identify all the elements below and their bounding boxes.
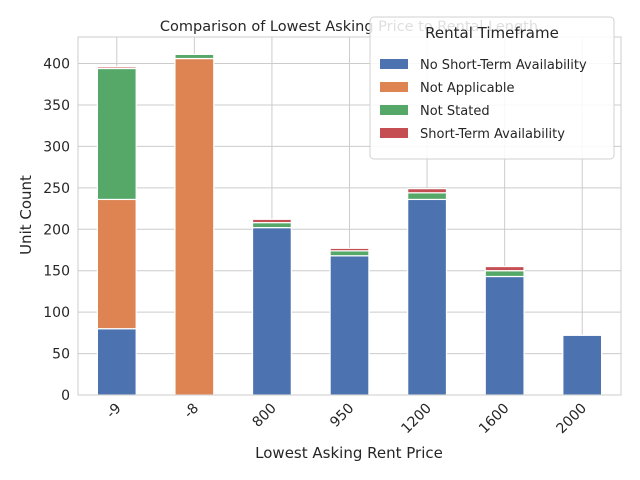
legend-swatch [380, 82, 408, 92]
y-tick-label: 150 [43, 264, 70, 280]
bar-segment [329, 255, 370, 396]
bar-segment [251, 227, 292, 396]
bar-segment [96, 328, 137, 396]
bar-segment [484, 270, 525, 278]
x-tick-label: 1600 [476, 401, 513, 438]
y-tick-label: 250 [43, 181, 70, 197]
legend-swatch [380, 128, 408, 138]
bar-segment [407, 188, 448, 194]
bar-segment [562, 334, 603, 396]
y-tick-label: 350 [43, 98, 70, 114]
legend-swatch [380, 105, 408, 115]
bar-segment [407, 198, 448, 396]
bar-segment [484, 275, 525, 396]
y-axis-label: Unit Count [17, 175, 35, 255]
bar-segment [484, 265, 525, 272]
y-tick-label: 200 [43, 222, 70, 238]
y-tick-label: 100 [43, 305, 70, 321]
bar-segment [251, 218, 292, 224]
x-tick-label: -9 [103, 401, 124, 422]
legend: Rental Timeframe No Short-Term Availabili… [369, 16, 615, 160]
x-tick-label: -8 [181, 401, 202, 422]
bar-segment [96, 67, 137, 201]
bar-segment [96, 66, 137, 70]
bar-segment [174, 53, 215, 60]
plot-frame [77, 36, 622, 396]
bar-segment [251, 222, 292, 229]
legend-entry-label: Not Stated [420, 104, 490, 119]
y-tick-label: 0 [61, 388, 70, 404]
bar-segment [96, 198, 137, 330]
legend-entry-label: Not Applicable [420, 81, 515, 96]
legend-entry-label: No Short-Term Availability [420, 58, 587, 73]
bar-segment [329, 250, 370, 257]
bar-segment [174, 57, 215, 396]
legend-swatch [380, 59, 408, 69]
legend-entry-label: Short-Term Availability [420, 127, 565, 142]
x-tick-label: 950 [327, 401, 357, 431]
y-tick-label: 300 [43, 139, 70, 155]
legend-title: Rental Timeframe [425, 24, 559, 42]
y-tick-label: 50 [52, 347, 70, 363]
bar-segment [407, 192, 448, 201]
bar-segment [329, 247, 370, 252]
x-tick-label: 1200 [398, 401, 435, 438]
x-tick-label: 2000 [554, 401, 591, 438]
bars [96, 53, 603, 396]
legend-box [369, 16, 615, 160]
x-tick-label: 800 [250, 401, 280, 431]
y-tick-label: 400 [43, 57, 70, 73]
x-axis-label: Lowest Asking Rent Price [255, 444, 443, 462]
